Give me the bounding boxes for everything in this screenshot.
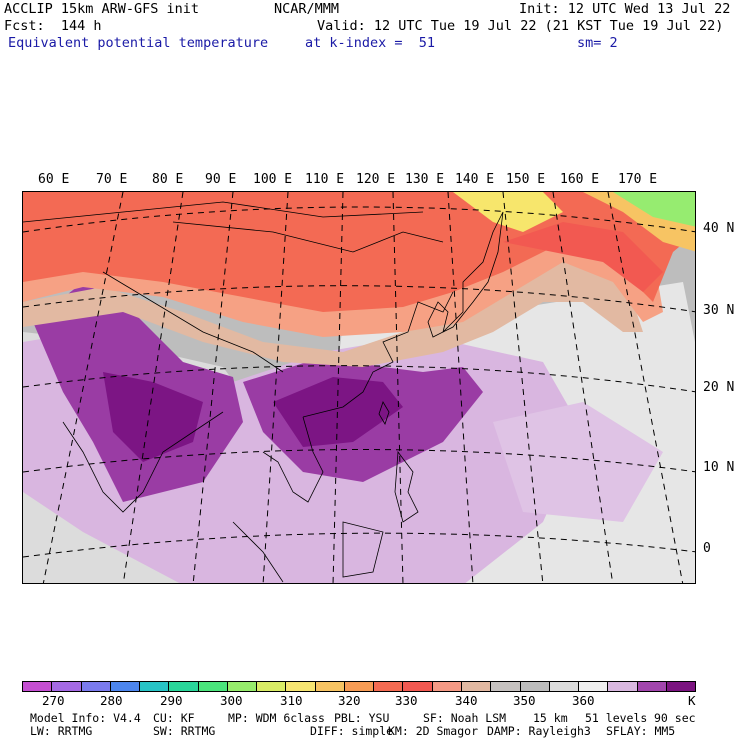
theta-e-map (22, 191, 696, 584)
lat-label: 30 N (703, 303, 735, 318)
coastlines-and-borders (23, 201, 504, 583)
vertical-levels: 51 levels (585, 711, 648, 725)
lon-label: 140 E (455, 172, 495, 187)
meridian-70e (42, 192, 124, 583)
colorbar-segment (110, 682, 141, 691)
lon-label: 160 E (560, 172, 600, 187)
lon-label: 60 E (38, 172, 70, 187)
colorbar-segment (23, 682, 53, 691)
colorbar-segment (198, 682, 228, 691)
lon-label: 100 E (253, 172, 293, 187)
meridian-150e (552, 192, 614, 583)
colorbar-segment (374, 682, 404, 691)
colorbar-segment (403, 682, 433, 691)
graticule (23, 192, 695, 583)
forecast-hour: Fcst: 144 h (4, 18, 102, 34)
colorbar-segment (666, 682, 696, 691)
colorbar-segment (81, 682, 111, 691)
colorbar-tick-label: 280 (100, 693, 123, 708)
lon-label: 130 E (405, 172, 445, 187)
model-title: ACCLIP 15km ARW-GFS init (4, 1, 200, 17)
red-pocket (503, 222, 663, 292)
coastline-taiwan (378, 401, 390, 425)
coastline-china (302, 291, 454, 418)
surface-scheme: SF: Noah LSM (423, 711, 507, 725)
coastline-japan (442, 211, 504, 333)
colorbar-tick-label: 270 (42, 693, 65, 708)
field-name: Equivalent potential temperature (8, 35, 269, 51)
lon-label: 90 E (205, 172, 237, 187)
colorbar-segment (549, 682, 580, 691)
lat-label: 10 N (703, 460, 735, 475)
lat-label: 40 N (703, 221, 735, 236)
colorbar-tick-label: 320 (338, 693, 361, 708)
lon-label: 80 E (152, 172, 184, 187)
map-canvas (23, 192, 695, 583)
colorbar-segment (491, 682, 521, 691)
grid-spacing: 15 km (533, 711, 568, 725)
colorbar-segment (637, 682, 667, 691)
microphysics-scheme: MP: WDM 6class (228, 711, 325, 725)
colorbar-tick-label: 290 (160, 693, 183, 708)
lon-label: 170 E (618, 172, 658, 187)
colorbar-segment (227, 682, 258, 691)
border-china-west (102, 271, 284, 373)
colorbar-segment (461, 682, 492, 691)
colorbar-segment (169, 682, 199, 691)
k-index-label: at k-index = 51 (305, 35, 436, 51)
light-purple-east (493, 402, 663, 522)
longwave-scheme: LW: RRTMG (30, 724, 93, 738)
colorbar-tick-label: 330 (395, 693, 418, 708)
deep-purple-central (273, 377, 403, 447)
colorbar-tick-label: 360 (572, 693, 595, 708)
colorbar-segment (608, 682, 638, 691)
colorbar-tick-label: 300 (220, 693, 243, 708)
colorbar-tick-label: 350 (513, 693, 536, 708)
colorbar-segment (140, 682, 170, 691)
km-option: KM: 2D Smagor (388, 724, 479, 738)
meridian-80e (122, 192, 184, 583)
colorbar-tick-label: 310 (280, 693, 303, 708)
cumulus-scheme: CU: KF (153, 711, 195, 725)
colorbar-segment (520, 682, 550, 691)
coastline-sumatra (232, 521, 284, 583)
coastline-borneo (342, 521, 384, 578)
damping-option: DAMP: Rayleigh3 (487, 724, 591, 738)
lon-label: 70 E (96, 172, 128, 187)
lat-label: 20 N (703, 380, 735, 395)
green-northeast (613, 192, 695, 227)
diffusion-scheme: DIFF: simple (310, 724, 394, 738)
lon-label: 110 E (305, 172, 345, 187)
init-time: Init: 12 UTC Wed 13 Jul 22 (519, 1, 731, 17)
colorbar-segment (344, 682, 375, 691)
colorbar-segment (52, 682, 82, 691)
valid-time: Valid: 12 UTC Tue 19 Jul 22 (21 KST Tue … (317, 18, 724, 34)
surface-layer-scheme: SFLAY: MM5 (606, 724, 676, 738)
colorbar-tick-label: 340 (455, 693, 478, 708)
deep-purple-west (103, 372, 203, 462)
pbl-scheme: PBL: YSU (334, 711, 390, 725)
colorbar-segment (257, 682, 287, 691)
colorbar-segment (579, 682, 609, 691)
lon-label: 150 E (506, 172, 546, 187)
colorbar-segment (286, 682, 316, 691)
colorbar-segment (315, 682, 345, 691)
meridian-160e (607, 192, 684, 583)
coastline-philippines (394, 450, 419, 523)
coastline-indochina (262, 416, 324, 503)
time-step: 90 sec (654, 711, 696, 725)
model-version: Model Info: V4.4 (30, 711, 141, 725)
lat-label: 0 (703, 541, 711, 556)
smoothing-label: sm= 2 (577, 35, 618, 51)
coastline-korea (427, 301, 449, 338)
border-russia (23, 201, 424, 223)
colorbar-unit: K (688, 693, 696, 708)
colorbar-segment (432, 682, 462, 691)
lon-label: 120 E (356, 172, 396, 187)
border-mongolia (172, 221, 444, 253)
coastline-india (62, 411, 224, 513)
shortwave-scheme: SW: RRTMG (153, 724, 216, 738)
colorbar (22, 681, 696, 692)
center-label: NCAR/MMM (274, 1, 340, 17)
